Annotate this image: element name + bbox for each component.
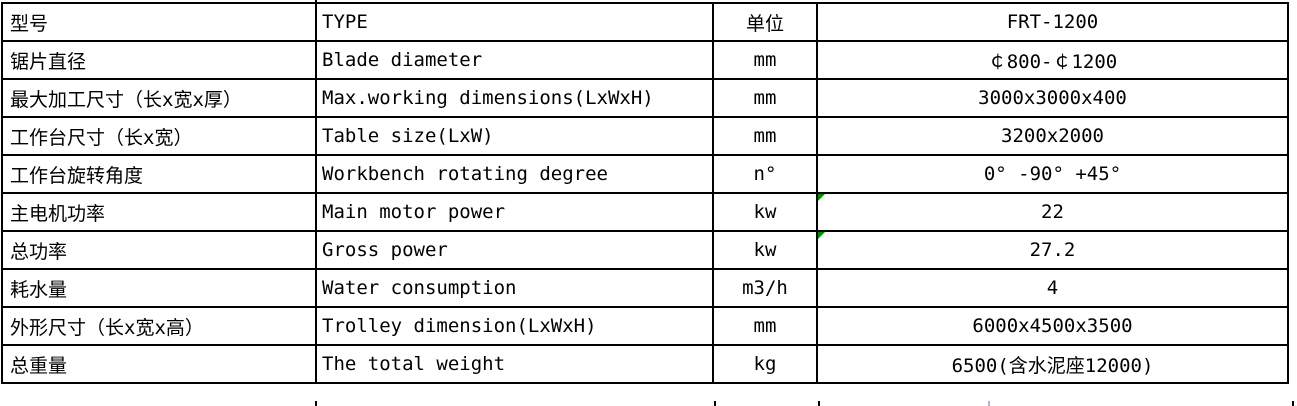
cell-cn: 型号	[1, 2, 317, 42]
cell-unit: mm	[712, 78, 818, 118]
spec-table: 型号 TYPE 单位 FRT-1200 锯片直径 Blade diameter …	[1, 2, 1289, 384]
cell-cn: 锯片直径	[1, 40, 317, 80]
cell-unit: kw	[712, 192, 818, 232]
cell-en: Trolley dimension(LxWxH)	[315, 306, 714, 346]
table-row: 最大加工尺寸（长x宽x厚） Max.working dimensions(LxW…	[1, 78, 1289, 118]
cell-en: Water consumption	[315, 268, 714, 308]
table-row: 外形尺寸（长x宽x高） Trolley dimension(LxWxH) mm …	[1, 306, 1289, 346]
cell-en: Max.working dimensions(LxWxH)	[315, 78, 714, 118]
cell-value: 0° -90° +45°	[816, 154, 1289, 194]
cell-cn: 工作台旋转角度	[1, 154, 317, 194]
cell-cn: 最大加工尺寸（长x宽x厚）	[1, 78, 317, 118]
cell-unit: mm	[712, 306, 818, 346]
gridline-stub	[714, 401, 716, 406]
cell-unit: mm	[712, 116, 818, 156]
cell-unit: m3/h	[712, 268, 818, 308]
cell-en: The total weight	[315, 344, 714, 384]
cell-value: ￠800-￠1200	[816, 40, 1289, 80]
gridline-stub	[315, 0, 317, 3]
cell-value: 3000x3000x400	[816, 78, 1289, 118]
number-stored-as-text-flag-icon	[819, 233, 825, 239]
cell-en: Table size(LxW)	[315, 116, 714, 156]
cell-value: 6000x4500x3500	[816, 306, 1289, 346]
cell-unit: mm	[712, 40, 818, 80]
cell-cn: 主电机功率	[1, 192, 317, 232]
cell-cn: 耗水量	[1, 268, 317, 308]
gridline-stub	[988, 401, 990, 406]
table-row: 型号 TYPE 单位 FRT-1200	[1, 2, 1289, 42]
table-row: 总功率 Gross power kw 27.2	[1, 230, 1289, 270]
table-row: 工作台尺寸（长x宽） Table size(LxW) mm 3200x2000	[1, 116, 1289, 156]
cell-value: 22	[816, 192, 1289, 232]
table-row: 耗水量 Water consumption m3/h 4	[1, 268, 1289, 308]
table-row: 总重量 The total weight kg 6500(含水泥座12000)	[1, 344, 1289, 384]
gridline-stub	[818, 401, 820, 406]
cell-value: FRT-1200	[816, 2, 1289, 42]
cell-en: Main motor power	[315, 192, 714, 232]
cell-cn: 工作台尺寸（长x宽）	[1, 116, 317, 156]
cell-value-text: 22	[1041, 201, 1064, 223]
number-stored-as-text-flag-icon	[819, 195, 825, 201]
table-row: 锯片直径 Blade diameter mm ￠800-￠1200	[1, 40, 1289, 80]
cell-en: Blade diameter	[315, 40, 714, 80]
cell-value: 6500(含水泥座12000)	[816, 344, 1289, 384]
cell-value: 4	[816, 268, 1289, 308]
cell-en: Gross power	[315, 230, 714, 270]
cell-unit: kg	[712, 344, 818, 384]
gridline-stub	[315, 401, 317, 406]
cell-cn: 总重量	[1, 344, 317, 384]
cell-unit: 单位	[712, 2, 818, 42]
gridline-stub	[1292, 401, 1294, 406]
cell-unit: kw	[712, 230, 818, 270]
cell-value: 3200x2000	[816, 116, 1289, 156]
cell-value: 27.2	[816, 230, 1289, 270]
cell-value-text: 27.2	[1029, 239, 1076, 261]
cell-cn: 总功率	[1, 230, 317, 270]
cell-en: TYPE	[315, 2, 714, 42]
cell-cn: 外形尺寸（长x宽x高）	[1, 306, 317, 346]
cell-unit: n°	[712, 154, 818, 194]
table-row: 工作台旋转角度 Workbench rotating degree n° 0° …	[1, 154, 1289, 194]
cell-en: Workbench rotating degree	[315, 154, 714, 194]
table-row: 主电机功率 Main motor power kw 22	[1, 192, 1289, 232]
